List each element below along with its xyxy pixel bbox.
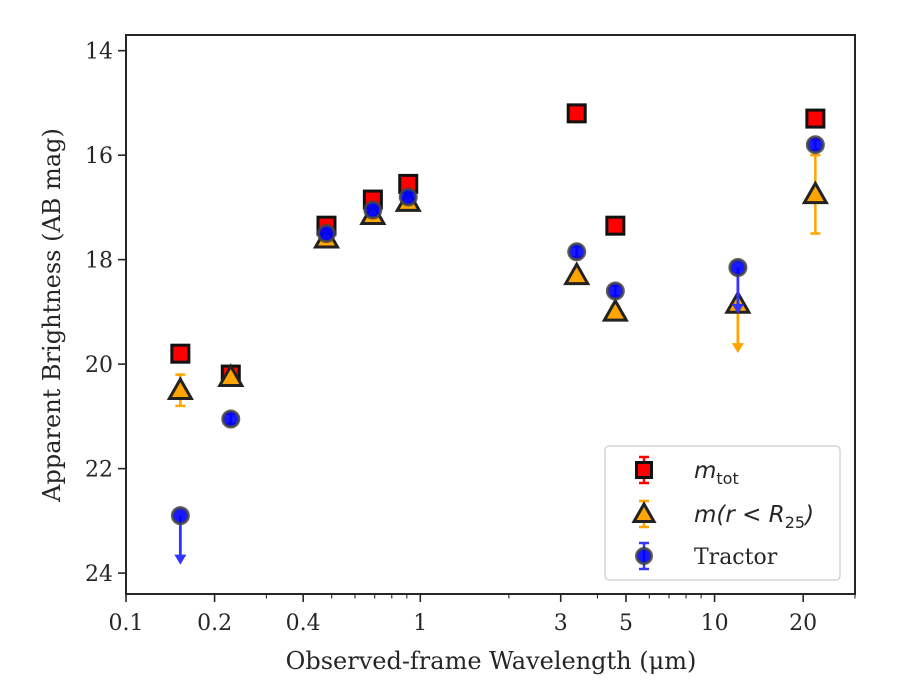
circle-marker bbox=[567, 242, 587, 262]
data-point bbox=[601, 297, 629, 322]
circle-marker bbox=[728, 257, 748, 277]
circle-marker bbox=[170, 506, 190, 526]
data-point bbox=[166, 373, 194, 408]
x-axis-label: Observed-frame Wavelength (μm) bbox=[286, 647, 697, 675]
data-point bbox=[217, 363, 245, 387]
y-tick-label: 14 bbox=[85, 40, 113, 65]
upper-limit-arrowhead bbox=[174, 554, 187, 565]
series-square bbox=[170, 103, 826, 385]
data-point bbox=[398, 187, 418, 207]
x-tick-label: 5 bbox=[619, 611, 633, 636]
legend-box bbox=[604, 445, 841, 581]
y-tick-label: 18 bbox=[85, 249, 113, 274]
data-point bbox=[363, 200, 383, 220]
triangle-marker bbox=[601, 297, 629, 322]
circle-marker bbox=[316, 224, 336, 244]
square-marker bbox=[605, 215, 626, 236]
legend-subscript: tot bbox=[716, 469, 738, 488]
circle-marker bbox=[398, 187, 418, 207]
data-point bbox=[805, 135, 825, 155]
upper-limit-arrowhead bbox=[731, 343, 744, 354]
data-point bbox=[566, 103, 587, 124]
triangle-marker bbox=[801, 180, 829, 205]
triangle-marker bbox=[217, 363, 245, 387]
triangle-marker bbox=[166, 376, 194, 401]
x-tick-label: 10 bbox=[701, 611, 729, 636]
circle-marker bbox=[221, 409, 241, 429]
square-marker bbox=[805, 108, 826, 129]
legend-subscript: 25 bbox=[785, 513, 805, 532]
triangle-marker bbox=[563, 261, 591, 286]
circle-marker bbox=[805, 135, 825, 155]
triangle-marker bbox=[631, 500, 657, 523]
y-tick-label: 24 bbox=[85, 562, 113, 587]
circle-marker bbox=[363, 200, 383, 220]
series-triangle bbox=[166, 153, 829, 408]
data-point bbox=[563, 261, 591, 286]
data-point bbox=[805, 108, 826, 129]
legend-suffix: ) bbox=[803, 502, 814, 528]
data-point bbox=[728, 257, 748, 314]
legend-label: Tractor bbox=[694, 545, 778, 570]
series-circle bbox=[170, 135, 825, 565]
data-point bbox=[170, 506, 190, 565]
data-point bbox=[801, 153, 829, 235]
plot-area bbox=[166, 103, 829, 565]
y-tick-label: 22 bbox=[85, 458, 113, 483]
y-tick-label: 16 bbox=[85, 144, 113, 169]
upper-limit-arrowhead bbox=[731, 303, 744, 314]
y-tick-label: 20 bbox=[85, 353, 113, 378]
axis-ticks: 0.1 0.2 0.4 1 3 5 10 20 14 16 18 20 22 24 bbox=[85, 40, 856, 636]
x-tick-label: 1 bbox=[413, 611, 427, 636]
legend-entry: Tractor bbox=[635, 541, 778, 571]
square-marker bbox=[566, 103, 587, 124]
x-tick-label: 0.4 bbox=[286, 611, 321, 636]
square-marker bbox=[170, 343, 191, 364]
data-point bbox=[316, 224, 336, 244]
x-tick-label: 20 bbox=[789, 611, 817, 636]
data-point bbox=[605, 215, 626, 236]
x-tick-label: 0.2 bbox=[197, 611, 232, 636]
data-point bbox=[170, 343, 191, 364]
x-tick-label: 0.1 bbox=[109, 611, 144, 636]
square-marker bbox=[635, 461, 653, 479]
data-point bbox=[605, 281, 625, 301]
circle-marker bbox=[605, 281, 625, 301]
y-axis-label: Apparent Brightness (AB mag) bbox=[38, 128, 66, 503]
plot-frame bbox=[125, 34, 856, 595]
circle-marker bbox=[635, 547, 653, 565]
data-point bbox=[567, 242, 587, 262]
x-tick-label: 3 bbox=[554, 611, 568, 636]
data-point bbox=[221, 409, 241, 429]
